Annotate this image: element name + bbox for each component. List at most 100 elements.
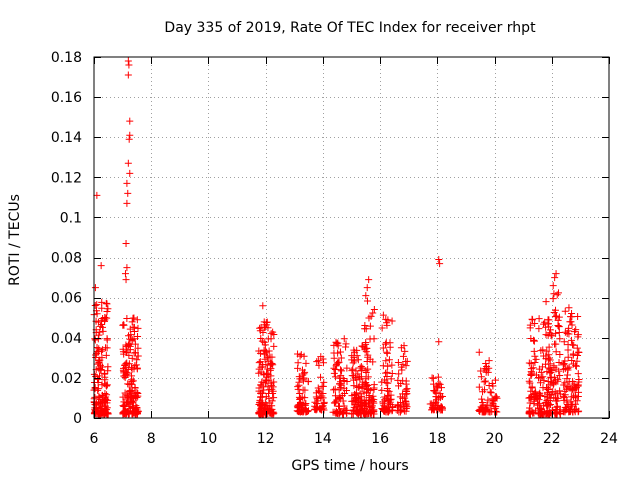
chart-title: Day 335 of 2019, Rate Of TEC Index for r… — [164, 20, 536, 36]
data-point — [338, 367, 346, 375]
data-point — [362, 292, 370, 300]
x-axis-label: GPS time / hours — [291, 458, 408, 474]
data-point — [126, 335, 134, 343]
data-point — [549, 388, 557, 396]
data-point — [125, 135, 133, 143]
data-point — [296, 352, 304, 360]
data-point — [361, 325, 369, 333]
data-point — [124, 57, 132, 65]
data-point — [551, 274, 559, 282]
data-point — [349, 359, 357, 367]
data-point — [352, 367, 360, 375]
data-point — [130, 314, 138, 322]
data-point — [482, 377, 490, 385]
data-point — [525, 377, 533, 385]
data-point — [364, 385, 372, 393]
data-point — [570, 393, 578, 401]
data-point — [314, 397, 322, 405]
data-point — [269, 389, 277, 397]
data-point — [569, 350, 577, 358]
data-point — [569, 360, 577, 368]
data-point — [101, 395, 109, 403]
y-tick-label: 0.02 — [51, 371, 82, 387]
data-point — [556, 335, 564, 343]
data-point — [255, 384, 263, 392]
data-point — [98, 354, 106, 362]
x-tick-label: 24 — [600, 431, 618, 447]
data-point — [541, 393, 549, 401]
data-point — [101, 316, 109, 324]
data-point — [388, 361, 396, 369]
data-point — [547, 374, 555, 382]
data-point — [567, 336, 575, 344]
data-point — [101, 389, 109, 397]
data-point — [525, 359, 533, 367]
data-point — [545, 354, 553, 362]
data-point — [124, 189, 132, 197]
data-point — [574, 370, 582, 378]
data-point — [380, 407, 388, 415]
data-point — [315, 387, 323, 395]
data-point — [313, 358, 321, 366]
data-point — [123, 315, 131, 323]
data-point — [101, 409, 109, 417]
data-point — [546, 381, 554, 389]
data-point — [536, 410, 544, 418]
data-point — [91, 284, 99, 292]
data-point — [95, 410, 103, 418]
data-point — [572, 405, 580, 413]
data-point — [261, 405, 269, 413]
data-point — [335, 402, 343, 410]
data-point — [358, 342, 366, 350]
data-point — [330, 369, 338, 377]
data-point — [529, 364, 537, 372]
data-point — [339, 397, 347, 405]
data-point — [343, 378, 351, 386]
data-point — [133, 364, 141, 372]
data-point — [364, 351, 372, 359]
data-point — [552, 270, 560, 278]
data-point — [394, 401, 402, 409]
data-point — [343, 409, 351, 417]
data-point — [366, 322, 374, 330]
data-point — [126, 346, 134, 354]
data-point — [355, 395, 363, 403]
data-point — [337, 366, 345, 374]
data-point — [547, 331, 555, 339]
data-point — [340, 384, 348, 392]
x-tick-label: 22 — [543, 431, 561, 447]
data-point — [349, 365, 357, 373]
data-point — [125, 381, 133, 389]
data-point — [402, 362, 410, 370]
data-point — [312, 406, 320, 414]
data-point — [266, 409, 274, 417]
data-point — [369, 398, 377, 406]
data-point — [531, 358, 539, 366]
data-point — [364, 373, 372, 381]
data-point — [263, 373, 271, 381]
data-point — [568, 310, 576, 318]
data-point — [128, 372, 136, 380]
data-point — [99, 327, 107, 335]
data-point — [122, 240, 130, 248]
data-point — [95, 398, 103, 406]
data-point — [527, 365, 535, 373]
data-point — [555, 313, 563, 321]
data-point — [351, 396, 359, 404]
data-point — [256, 410, 264, 418]
data-point — [568, 356, 576, 364]
data-point — [267, 330, 275, 338]
data-point — [348, 410, 356, 418]
y-tick-label: 0 — [73, 411, 82, 427]
data-point — [95, 357, 103, 365]
data-point — [537, 406, 545, 414]
data-point — [565, 304, 573, 312]
data-point — [300, 407, 308, 415]
data-point — [552, 397, 560, 405]
data-point — [257, 404, 265, 412]
data-point — [526, 410, 534, 418]
data-point — [430, 401, 438, 409]
data-point — [539, 384, 547, 392]
